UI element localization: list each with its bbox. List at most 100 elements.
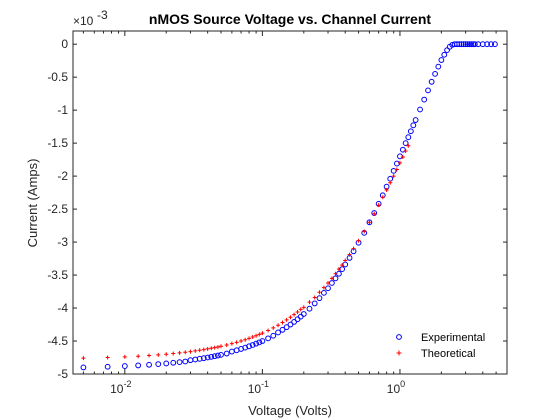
data-point-experimental xyxy=(316,295,323,302)
series-experimental xyxy=(80,41,498,371)
data-point-theoretical xyxy=(250,335,255,340)
data-point-theoretical xyxy=(301,305,306,310)
data-point-theoretical xyxy=(276,323,281,328)
data-point-experimental xyxy=(410,122,417,129)
data-point-theoretical xyxy=(388,180,393,185)
data-point-theoretical xyxy=(394,167,399,172)
data-point-theoretical xyxy=(343,258,348,263)
legend: Experimental Theoretical xyxy=(396,332,485,360)
plot-area xyxy=(72,30,508,375)
data-point-theoretical xyxy=(347,252,352,257)
data-point-experimental xyxy=(460,41,467,48)
data-point-experimental xyxy=(366,219,373,226)
data-point-experimental xyxy=(471,41,478,48)
y-tick-label: -2 xyxy=(57,169,68,183)
x-tick-label: 10-1 xyxy=(248,379,269,396)
data-point-experimental xyxy=(441,51,448,58)
y-exponent-label: ×10 -3 xyxy=(73,8,108,28)
data-point-theoretical xyxy=(288,315,293,320)
y-tick-label: -1 xyxy=(57,103,68,117)
data-point-experimental xyxy=(215,352,221,359)
data-point-experimental xyxy=(204,354,211,361)
data-point-theoretical xyxy=(171,351,176,356)
data-point-theoretical xyxy=(215,344,220,349)
data-point-experimental xyxy=(438,57,445,63)
data-point-theoretical xyxy=(351,246,356,251)
data-point-experimental xyxy=(325,285,331,292)
data-point-theoretical xyxy=(367,220,372,225)
data-point-experimental xyxy=(155,361,162,368)
data-point-theoretical xyxy=(406,143,411,148)
data-point-experimental xyxy=(462,41,469,48)
data-point-theoretical xyxy=(234,340,239,345)
data-point-theoretical xyxy=(384,187,389,192)
data-point-experimental xyxy=(402,140,409,147)
data-point-experimental xyxy=(405,134,412,141)
data-point-experimental xyxy=(488,41,495,48)
data-point-theoretical xyxy=(193,348,198,353)
data-point-experimental xyxy=(464,41,471,48)
y-tick-label: -0.5 xyxy=(47,70,68,84)
data-point-theoretical xyxy=(403,149,408,154)
x-tick-label: 10-2 xyxy=(110,379,131,396)
data-point-theoretical xyxy=(205,346,210,351)
data-point-experimental xyxy=(163,360,170,367)
data-point-experimental xyxy=(218,351,224,358)
data-point-theoretical xyxy=(247,336,252,341)
data-point-theoretical xyxy=(257,332,262,337)
data-point-experimental xyxy=(412,117,419,123)
data-point-experimental xyxy=(182,358,189,365)
data-point-theoretical xyxy=(336,267,341,272)
data-point-theoretical xyxy=(280,320,285,325)
data-point-theoretical xyxy=(376,203,381,208)
data-point-theoretical xyxy=(295,309,300,314)
x-axis-ticks: 10-2 10-1 100 xyxy=(82,31,508,396)
data-point-experimental xyxy=(435,63,442,70)
data-point-theoretical xyxy=(243,337,248,342)
data-point-experimental xyxy=(223,350,230,357)
data-point-theoretical xyxy=(284,317,289,322)
y-tick-label: -1.5 xyxy=(47,136,68,150)
data-point-experimental xyxy=(432,70,438,77)
data-point-experimental xyxy=(242,344,249,351)
data-point-experimental xyxy=(466,41,473,48)
data-point-theoretical xyxy=(312,295,317,300)
data-point-experimental xyxy=(200,355,207,362)
data-point-experimental xyxy=(421,96,428,103)
data-point-experimental xyxy=(397,153,403,160)
y-axis-ticks: 0 -0.5 -1 -1.5 -2 -2.5 -3 -3.5 -4 -4.5 -5 xyxy=(47,37,507,381)
data-point-experimental xyxy=(393,160,400,167)
data-point-theoretical xyxy=(224,342,229,347)
data-point-theoretical xyxy=(122,354,127,359)
y-tick-label: -3.5 xyxy=(47,268,68,282)
data-point-theoretical xyxy=(147,353,152,358)
y-exponent-power: -3 xyxy=(97,8,108,22)
data-point-experimental xyxy=(287,321,294,328)
data-point-experimental xyxy=(428,78,435,85)
data-point-experimental xyxy=(146,361,152,368)
data-point-experimental xyxy=(135,362,142,369)
data-point-theoretical xyxy=(329,276,334,281)
data-point-experimental xyxy=(80,364,87,371)
data-point-theoretical xyxy=(201,347,206,352)
data-point-experimental xyxy=(196,355,203,362)
data-point-theoretical xyxy=(356,238,361,243)
legend-item-experimental: Experimental xyxy=(396,332,485,344)
data-point-theoretical xyxy=(340,263,345,268)
data-point-experimental xyxy=(468,41,475,48)
y-exponent-base: ×10 xyxy=(73,14,94,28)
y-tick-label: -5 xyxy=(57,367,68,381)
data-point-experimental xyxy=(407,128,414,135)
data-point-theoretical xyxy=(307,300,312,305)
data-point-experimental xyxy=(417,106,423,113)
data-point-experimental xyxy=(208,353,215,360)
y-axis-label: Current (Amps) xyxy=(25,159,40,248)
data-point-theoretical xyxy=(317,290,322,295)
data-point-experimental xyxy=(283,324,290,331)
data-point-experimental xyxy=(311,300,318,307)
data-point-experimental xyxy=(456,41,463,48)
data-point-experimental xyxy=(270,332,277,339)
data-point-theoretical xyxy=(321,285,326,290)
legend-item-theoretical: Theoretical xyxy=(396,348,475,360)
